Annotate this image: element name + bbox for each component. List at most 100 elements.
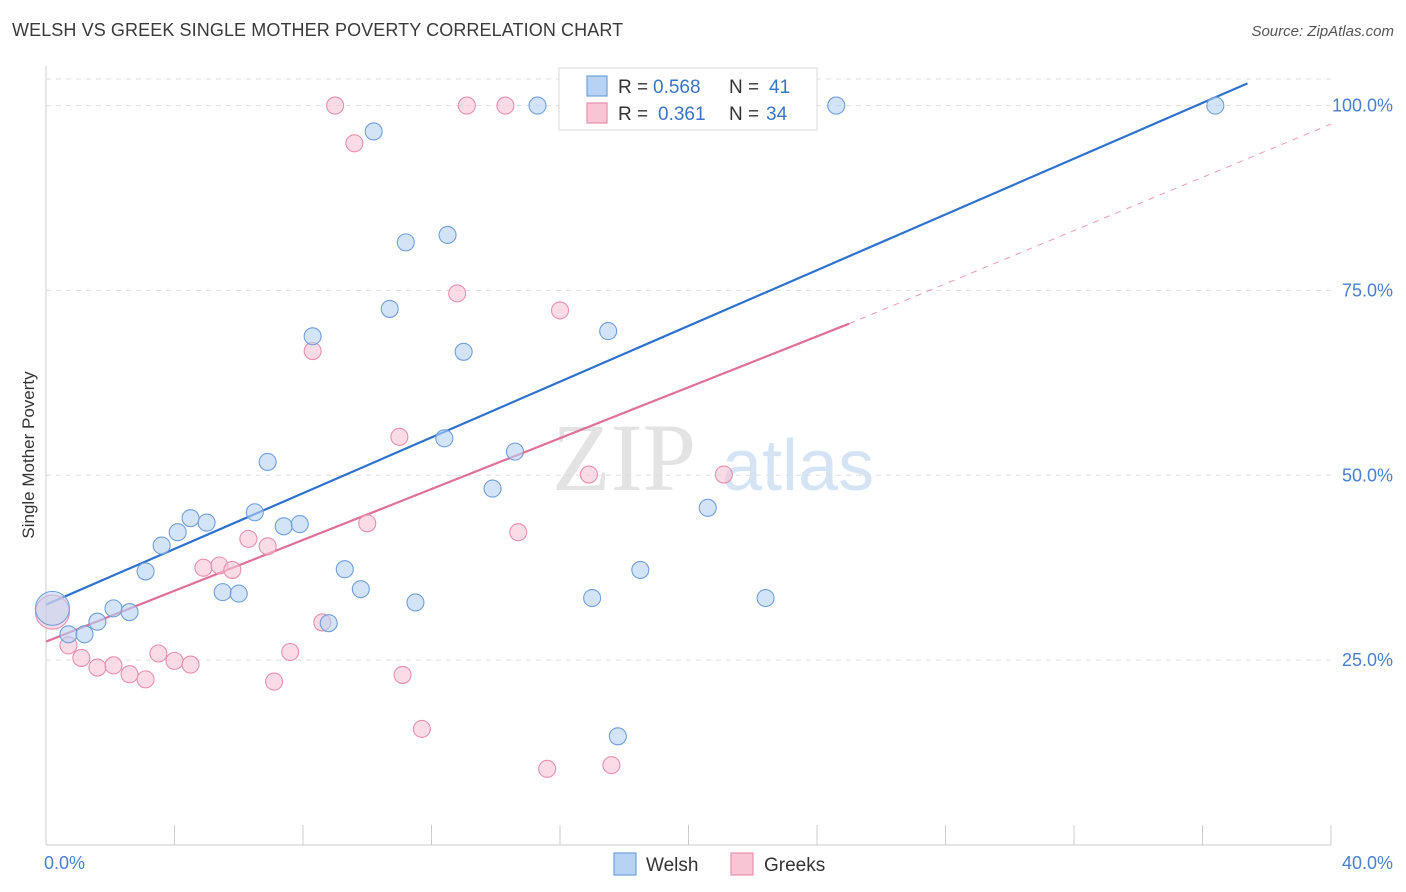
greeks-point [496, 96, 515, 115]
tick-labels: 25.0% 50.0% 75.0% 100.0% 0.0% 40.0% [44, 96, 1393, 873]
greeks-point [149, 644, 168, 663]
welsh-n-value: 41 [769, 77, 790, 98]
welsh-point [756, 588, 775, 608]
welsh-point [88, 612, 107, 631]
welsh-point [505, 442, 525, 461]
watermark-zip: ZIP [552, 404, 696, 511]
greeks-point [509, 523, 528, 542]
welsh-point [631, 560, 650, 579]
welsh-point [168, 523, 187, 542]
greeks-point [538, 759, 557, 778]
greeks-point [265, 672, 284, 691]
welsh-point [335, 560, 354, 579]
greeks-point [239, 529, 258, 548]
y-tick-label: 50.0% [1342, 465, 1393, 485]
welsh-point [303, 327, 322, 346]
source-credit: Source: ZipAtlas.com [1251, 23, 1394, 40]
greeks-point [358, 514, 377, 533]
greeks-r-value: 0.361 [658, 104, 706, 125]
welsh-point [351, 580, 370, 599]
welsh-point [136, 562, 155, 581]
watermark-atlas: atlas [722, 426, 874, 506]
welsh-n-label: N = [729, 77, 759, 98]
y-tick-label: 25.0% [1342, 650, 1393, 670]
welsh-point [483, 479, 502, 498]
x-tick-label-max: 40.0% [1342, 853, 1393, 873]
welsh-point [274, 517, 293, 536]
welsh-legend-marker[interactable] [613, 852, 637, 876]
greeks-point [104, 656, 123, 675]
greeks-point [72, 648, 91, 667]
welsh-point [406, 593, 425, 612]
greeks-point [412, 719, 431, 738]
welsh-r-value: 0.568 [653, 77, 701, 98]
trend-lines [45, 82, 1332, 643]
welsh-point [583, 588, 602, 608]
greeks-point [448, 284, 467, 303]
welsh-point [319, 614, 338, 633]
greeks-point [223, 560, 242, 579]
welsh-point [181, 509, 200, 528]
greeks-trend-line [45, 322, 850, 643]
welsh-point [608, 727, 627, 746]
welsh-point [528, 96, 547, 115]
greeks-legend-swatch [586, 102, 608, 124]
greeks-point [165, 651, 184, 670]
welsh-points [34, 96, 1225, 746]
welsh-trend-line [45, 82, 1248, 606]
welsh-point [34, 590, 70, 626]
greeks-point [326, 96, 345, 115]
welsh-point [152, 536, 171, 555]
greeks-point [194, 558, 213, 577]
welsh-point [213, 583, 232, 602]
y-axis-title: Single Mother Poverty [19, 371, 38, 539]
greeks-point [120, 665, 139, 684]
welsh-point [599, 322, 618, 341]
welsh-point [197, 513, 216, 532]
greeks-point [550, 301, 570, 320]
welsh-point [698, 498, 717, 517]
welsh-point [104, 599, 123, 618]
greeks-legend-label[interactable]: Greeks [764, 855, 825, 876]
stats-legend: R = 0.568 N = 41 R = 0.361 N = 34 [558, 67, 818, 131]
welsh-point [380, 299, 399, 318]
greeks-n-value: 34 [766, 104, 788, 125]
greeks-trend-extension [848, 123, 1332, 325]
welsh-point [396, 233, 415, 252]
welsh-legend-swatch [586, 75, 608, 97]
welsh-point [454, 342, 473, 361]
welsh-point [229, 584, 248, 603]
welsh-point [290, 515, 309, 534]
series-legend: Welsh Greeks [613, 852, 825, 876]
greeks-n-label: N = [729, 104, 759, 125]
greeks-point [457, 96, 476, 115]
greeks-legend-marker[interactable] [730, 852, 754, 876]
greeks-point [136, 670, 155, 689]
greeks-point [579, 465, 598, 484]
welsh-point [258, 452, 277, 472]
greeks-point [393, 665, 412, 684]
y-tick-label: 100.0% [1332, 96, 1393, 116]
welsh-point [75, 625, 94, 644]
chart-title: WELSH VS GREEK SINGLE MOTHER POVERTY COR… [12, 20, 624, 40]
welsh-point [245, 503, 264, 522]
greeks-point [258, 537, 277, 556]
welsh-point [438, 225, 457, 245]
greeks-point [390, 427, 409, 446]
greeks-point [88, 658, 107, 677]
greeks-point [281, 642, 300, 662]
welsh-point [59, 625, 78, 644]
welsh-point [1206, 96, 1225, 115]
greeks-point [345, 134, 364, 153]
greeks-point [714, 465, 733, 484]
welsh-point [435, 429, 454, 448]
welsh-legend-label[interactable]: Welsh [646, 855, 698, 876]
axes [45, 66, 1332, 846]
y-tick-label: 75.0% [1342, 280, 1393, 300]
welsh-point [364, 122, 383, 141]
welsh-point [827, 96, 846, 115]
watermark: ZIP atlas [552, 404, 874, 511]
greeks-r-label: R = [618, 104, 648, 125]
welsh-r-label: R = [618, 77, 648, 98]
